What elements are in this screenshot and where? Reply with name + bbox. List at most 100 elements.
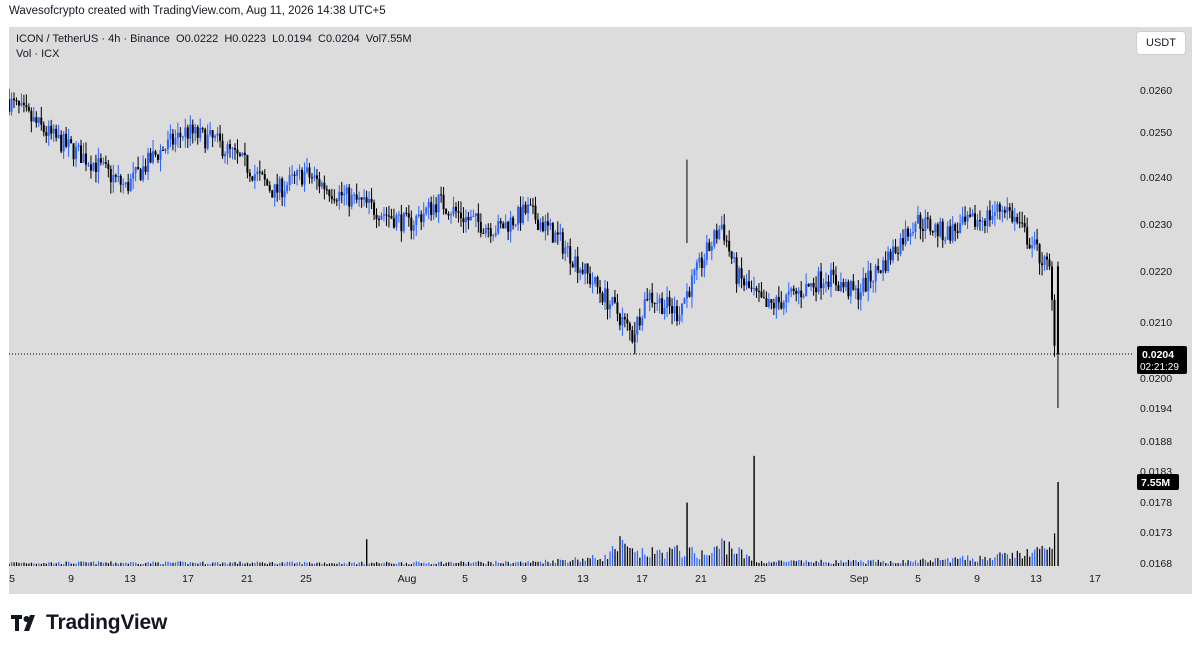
volume-bar <box>199 562 201 566</box>
candle-body <box>30 110 33 122</box>
candle-body <box>680 303 683 315</box>
candle-body <box>581 269 584 274</box>
volume-bar <box>984 556 986 566</box>
candle-body <box>191 124 194 134</box>
candle-body <box>166 139 169 150</box>
candle-body <box>194 127 197 134</box>
candle-body <box>296 170 299 176</box>
volume-bar <box>554 563 557 566</box>
time-axis-label: 13 <box>577 573 589 585</box>
volume-bar <box>363 563 365 566</box>
candle-body <box>735 257 738 284</box>
candle-body <box>792 288 795 291</box>
candle-body <box>911 232 914 234</box>
candle-body <box>1008 207 1011 211</box>
indicator-legend[interactable]: Vol · ICX <box>16 48 60 60</box>
volume-bar <box>256 561 259 566</box>
volume-bar <box>867 560 869 566</box>
candle-body <box>921 228 924 231</box>
candle-body <box>527 204 530 214</box>
volume-bar <box>698 559 701 566</box>
symbol-info[interactable]: ICON / TetherUS · 4h · Binance <box>16 33 170 45</box>
price-axis-label: 0.0230 <box>1140 219 1172 231</box>
volume-bar <box>629 547 631 566</box>
candle-body <box>189 124 192 139</box>
candle-body <box>492 235 495 237</box>
candle-body <box>84 153 87 165</box>
tradingview-logo[interactable]: TradingView <box>11 611 167 635</box>
candle-body <box>974 213 977 227</box>
volume-bar <box>184 561 187 566</box>
volume-bar <box>385 561 388 566</box>
candle-body <box>810 282 813 287</box>
ohlc-legend: ICON / TetherUS · 4h · Binance O0.0222 H… <box>16 32 412 47</box>
candle-body <box>464 216 467 223</box>
volume-bar <box>308 562 311 566</box>
volume-bar <box>904 562 907 566</box>
candle-body <box>892 246 895 261</box>
volume-bar <box>721 538 723 566</box>
volume-bar <box>197 563 199 566</box>
candle-body <box>42 124 45 133</box>
candle-body <box>899 238 902 255</box>
candle-body <box>584 263 587 274</box>
candle-body <box>546 221 549 226</box>
volume-bar <box>137 563 139 566</box>
volume-bar <box>279 563 281 566</box>
volume-bar <box>75 563 77 566</box>
candle-body <box>224 153 227 157</box>
candle-body <box>755 288 758 292</box>
candle-body <box>373 202 376 215</box>
candle-body <box>266 179 269 186</box>
candle-body <box>184 127 187 137</box>
chart-area[interactable]: 0.0260 0.0250 0.0240 0.0230 0.0220 0.0210 0.02… <box>9 27 1192 594</box>
chart-credit: Wavesofcrypto created with TradingView.c… <box>9 5 386 17</box>
candle-body <box>730 251 733 259</box>
volume-bar <box>937 557 939 566</box>
volume-bar <box>626 546 629 566</box>
candle-body <box>718 229 721 239</box>
candle-body <box>368 198 371 203</box>
candle-body <box>186 127 189 139</box>
candle-body <box>469 216 472 221</box>
volume-bar <box>857 562 859 566</box>
volume-bar <box>274 563 276 566</box>
candle-body <box>1003 210 1006 213</box>
candle-body <box>358 197 361 200</box>
candle-body <box>964 216 967 222</box>
candle-body <box>107 163 110 170</box>
volume-bar <box>793 560 795 566</box>
candle-body <box>17 100 20 106</box>
candle-body <box>360 197 363 200</box>
candle-body <box>15 100 18 102</box>
candle-body <box>320 182 323 187</box>
volume-bar <box>457 562 460 566</box>
volume-bar <box>691 547 693 566</box>
open-label: O <box>176 33 185 45</box>
volume-bar <box>204 564 206 566</box>
candle-body <box>621 317 624 326</box>
last-volume-bar <box>1057 482 1059 566</box>
candle-body <box>589 273 592 284</box>
candle-body <box>268 185 271 191</box>
volume-bar <box>264 563 266 566</box>
currency-button[interactable]: USDT <box>1136 31 1186 55</box>
candle-body <box>668 296 671 307</box>
volume-bar <box>929 560 932 566</box>
candle-body <box>390 216 393 219</box>
volume-bar <box>390 563 393 566</box>
candle-body <box>740 268 743 279</box>
volume-bar <box>241 563 244 566</box>
candle-body <box>531 205 534 207</box>
volume-bar <box>467 561 470 566</box>
candle-body <box>420 214 423 223</box>
candle-body <box>35 117 38 123</box>
volume-bar <box>172 562 174 566</box>
candle-body <box>226 144 229 154</box>
volume-bar <box>616 551 619 566</box>
volume-bar <box>875 562 877 566</box>
volume-bar <box>773 561 775 566</box>
volume-bar <box>28 563 30 566</box>
volume-bar <box>823 562 825 566</box>
candle-body <box>109 169 112 183</box>
